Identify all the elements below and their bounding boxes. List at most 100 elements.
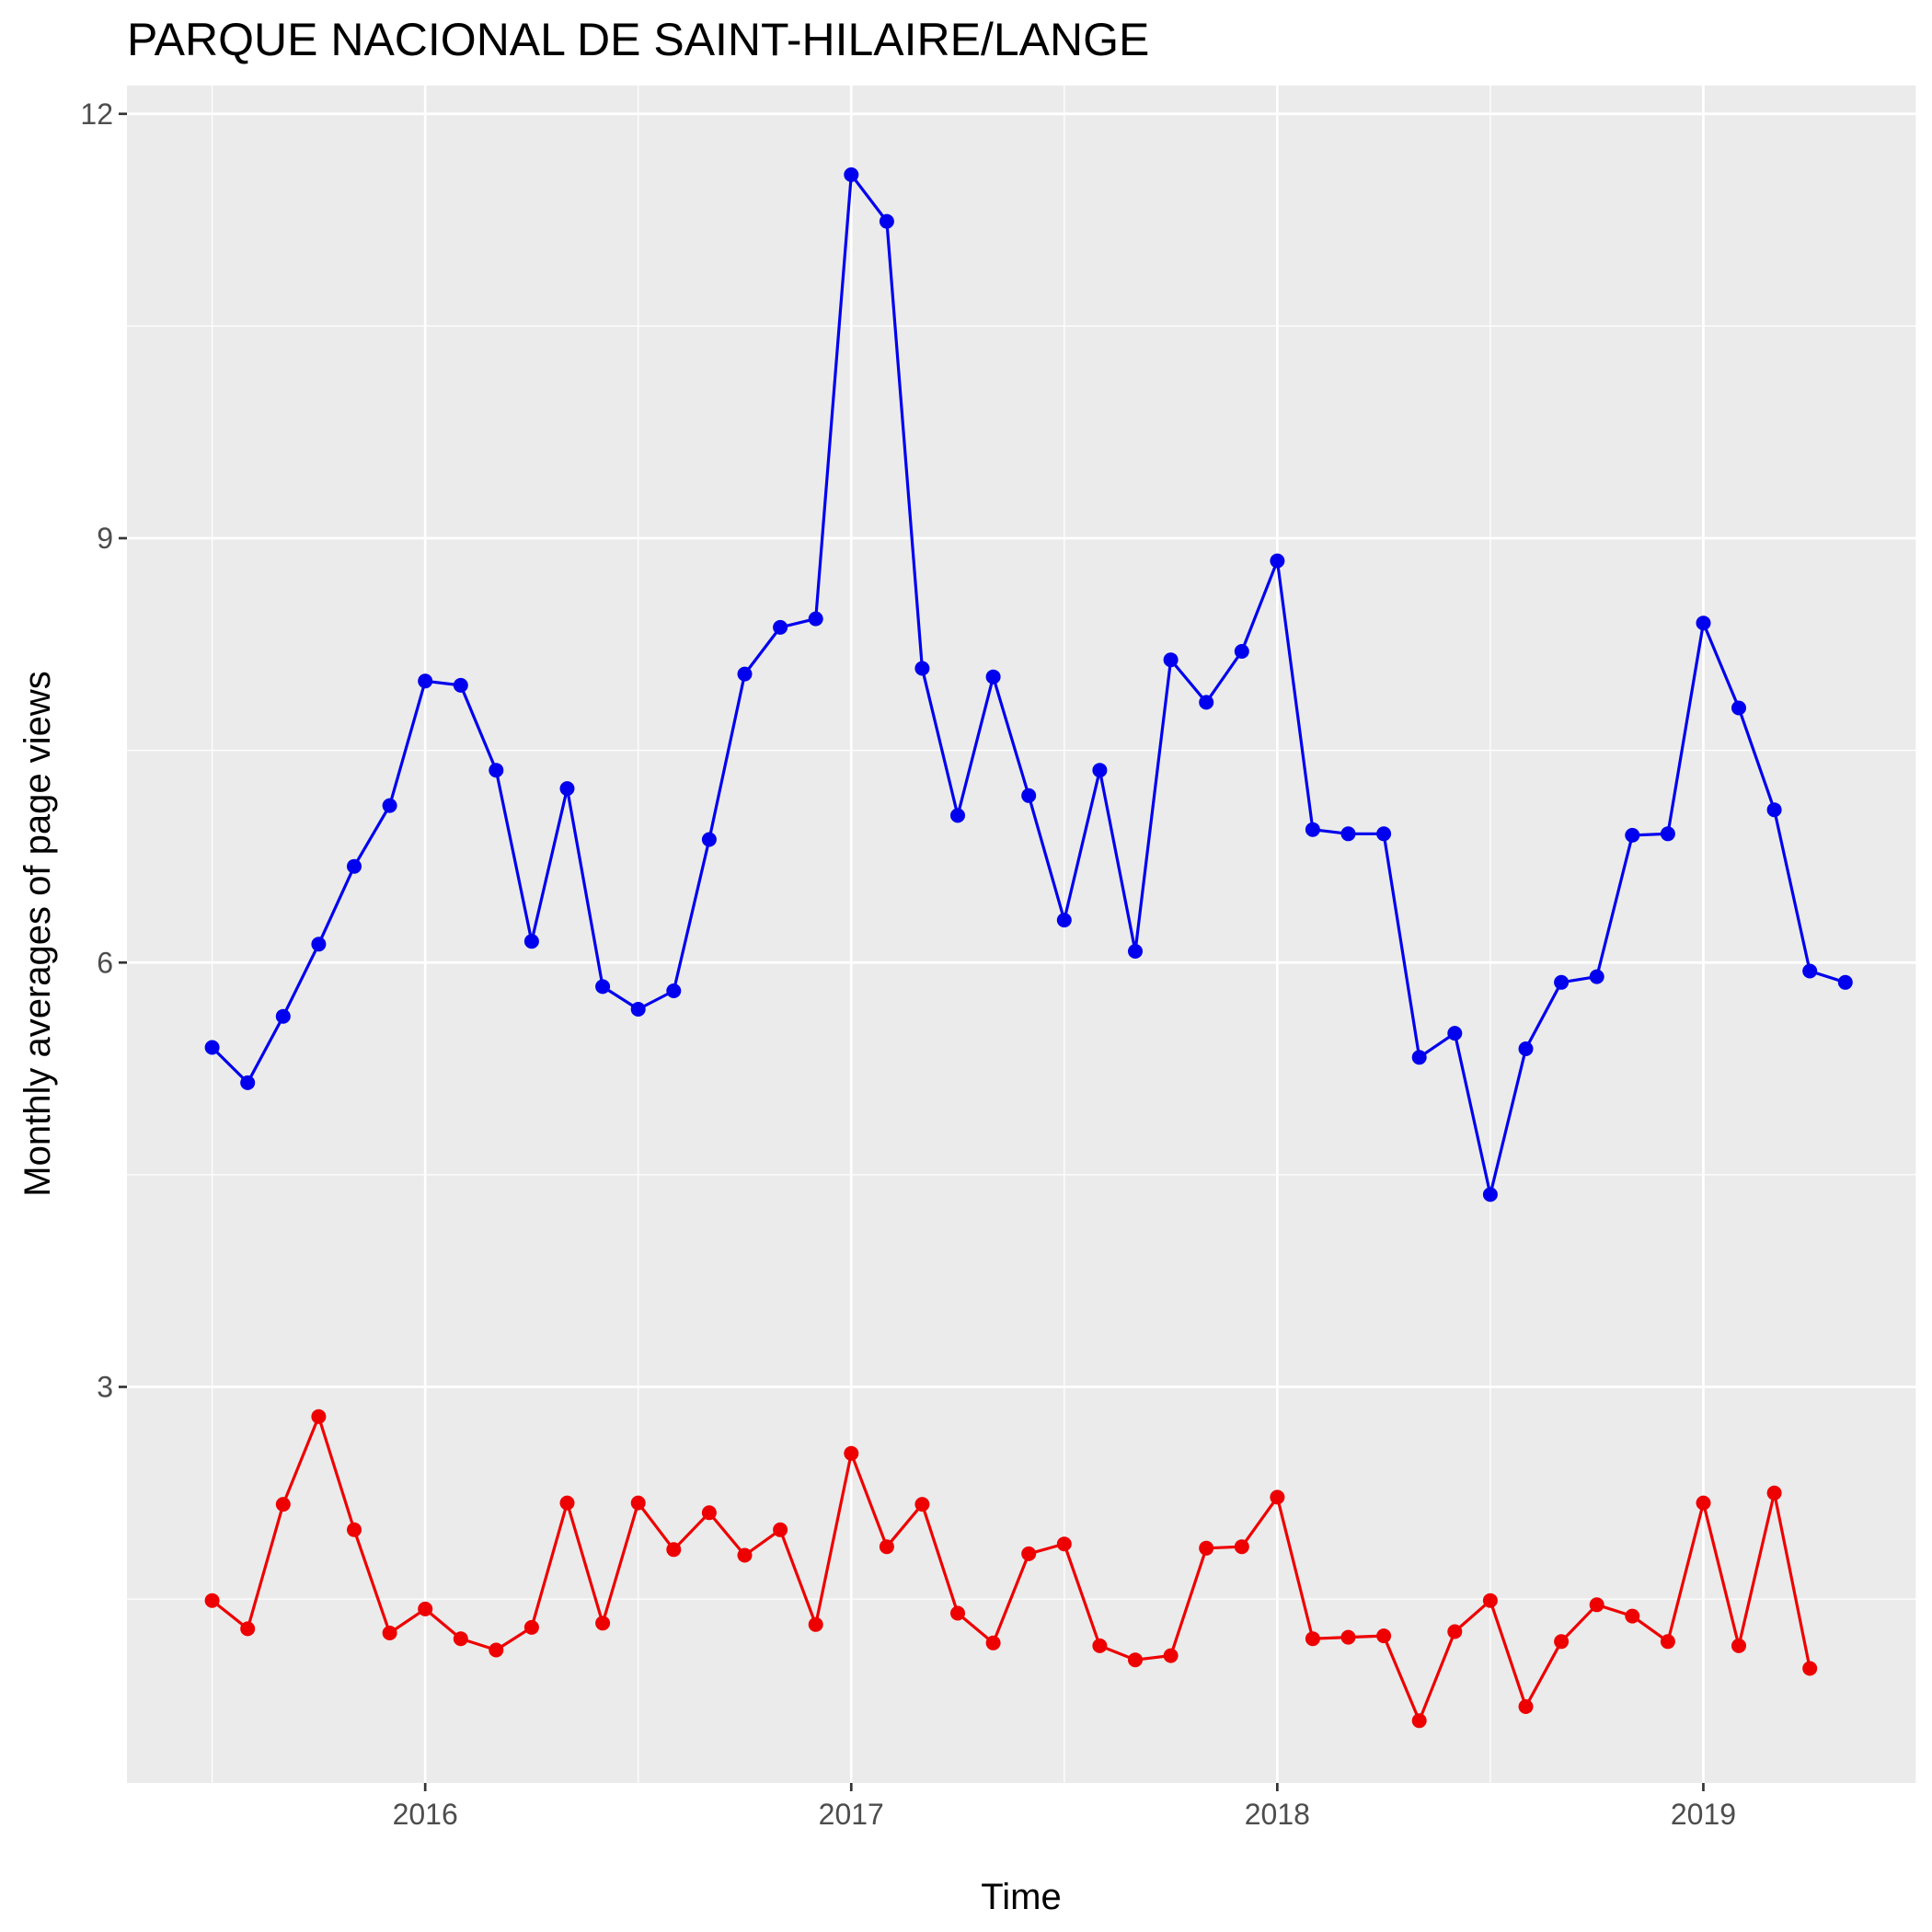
data-point [985, 1635, 1001, 1650]
data-point [347, 1522, 362, 1537]
data-point [879, 1539, 894, 1555]
data-point [204, 1040, 220, 1055]
data-point [382, 798, 397, 813]
data-point [1056, 1536, 1072, 1552]
data-point [1660, 1634, 1675, 1650]
data-point [1589, 969, 1604, 984]
data-point [1305, 822, 1320, 837]
series-1 [204, 167, 1853, 1202]
series-line [211, 1415, 1811, 1722]
data-point [1270, 1489, 1285, 1505]
plot-panel [127, 86, 1916, 1783]
y-axis: 3 6 9 12 [80, 98, 127, 1404]
major-gridlines [127, 86, 1916, 1783]
data-point [1340, 1629, 1356, 1645]
data-point [1696, 615, 1711, 631]
data-point [630, 1002, 646, 1017]
data-point [559, 781, 575, 797]
y-tick-label: 3 [97, 1371, 113, 1404]
data-point [808, 1616, 823, 1632]
data-point [1554, 1634, 1570, 1650]
data-point [418, 1601, 433, 1616]
x-axis: 2016 2017 2018 2019 [393, 1783, 1736, 1831]
data-point [1518, 1699, 1534, 1714]
data-point [1199, 1540, 1214, 1556]
y-tick-label: 9 [97, 522, 113, 555]
data-point [1128, 1652, 1143, 1668]
x-tick-label: 2016 [393, 1798, 458, 1831]
data-point [347, 858, 362, 874]
data-point [808, 611, 823, 627]
data-point [1305, 1631, 1320, 1647]
data-point [204, 1593, 220, 1608]
data-point [311, 937, 327, 952]
data-point [240, 1621, 256, 1637]
data-point [844, 1445, 859, 1461]
data-point [1766, 1485, 1782, 1501]
data-point [1163, 652, 1179, 668]
data-point [773, 1522, 788, 1537]
data-point [666, 983, 682, 998]
data-point [595, 1616, 611, 1631]
data-point [950, 808, 965, 823]
data-point [1447, 1026, 1463, 1041]
data-point [1340, 826, 1356, 842]
series-2 [204, 1409, 1818, 1729]
data-point [1802, 1661, 1818, 1676]
data-point [1234, 1539, 1249, 1555]
data-point [737, 1547, 753, 1563]
series-layer [204, 167, 1853, 1729]
data-point [985, 669, 1001, 684]
data-point [453, 1631, 468, 1647]
data-point [1696, 1495, 1711, 1511]
y-tick-label: 12 [80, 98, 113, 131]
data-point [1625, 827, 1640, 843]
data-point [914, 1497, 930, 1512]
chart-title: PARQUE NACIONAL DE SAINT-HILAIRE/LANGE [127, 14, 1149, 65]
y-axis-title: Monthly averages of page views [17, 671, 58, 1196]
data-point [879, 213, 894, 229]
x-tick-label: 2019 [1671, 1798, 1736, 1831]
data-point [489, 1642, 504, 1658]
data-point [418, 673, 433, 689]
data-point [595, 979, 611, 995]
data-point [1128, 944, 1143, 959]
data-point [1802, 963, 1818, 979]
data-point [1092, 763, 1108, 778]
data-point [773, 619, 788, 635]
x-tick-label: 2018 [1245, 1798, 1310, 1831]
data-point [1056, 913, 1072, 928]
data-point [1625, 1608, 1640, 1624]
data-point [523, 934, 539, 949]
data-point [1092, 1638, 1108, 1653]
data-point [1021, 1546, 1037, 1561]
data-point [950, 1605, 965, 1621]
data-point [701, 1505, 717, 1521]
x-axis-title: Time [981, 1877, 1061, 1917]
data-point [1766, 802, 1782, 818]
x-tick-label: 2017 [819, 1798, 884, 1831]
data-point [1731, 1638, 1746, 1653]
data-point [275, 1008, 291, 1024]
data-point [1163, 1648, 1179, 1663]
data-point [1660, 826, 1675, 842]
data-point [1447, 1624, 1463, 1639]
data-point [489, 763, 504, 778]
data-point [701, 832, 717, 847]
data-point [1482, 1187, 1498, 1202]
data-point [382, 1626, 397, 1640]
data-point [1411, 1050, 1427, 1065]
y-tick-label: 6 [97, 946, 113, 979]
data-point [737, 666, 753, 682]
data-point [1234, 644, 1249, 659]
data-point [1589, 1597, 1604, 1613]
data-point [240, 1075, 256, 1090]
data-point [1411, 1713, 1427, 1729]
data-point [1837, 974, 1853, 990]
data-point [1482, 1593, 1498, 1608]
data-point [630, 1495, 646, 1511]
data-point [914, 661, 930, 676]
data-point [1270, 553, 1285, 569]
data-point [666, 1542, 682, 1558]
